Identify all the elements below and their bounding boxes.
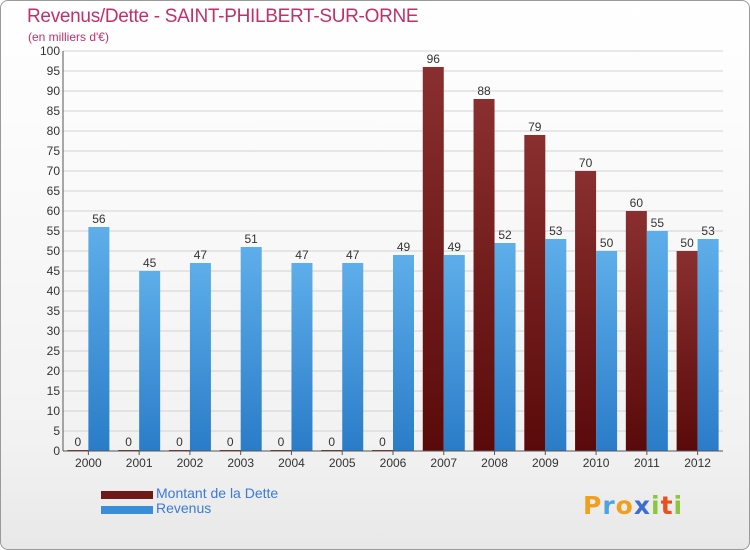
y-tick-label: 25 <box>47 344 61 358</box>
y-tick-label: 75 <box>47 144 61 158</box>
x-tick-label: 2011 <box>634 456 660 470</box>
data-label-revenus: 47 <box>346 248 360 262</box>
data-label-dette: 0 <box>379 435 386 449</box>
y-tick-label: 90 <box>47 84 61 98</box>
data-label-revenus: 47 <box>194 248 208 262</box>
bar-revenus <box>342 263 364 451</box>
y-tick-label: 40 <box>47 284 61 298</box>
y-tick-label: 5 <box>53 424 60 438</box>
x-tick-label: 2007 <box>430 456 457 470</box>
legend-label-revenus: Revenus <box>156 500 212 516</box>
bar-dette <box>422 67 444 451</box>
data-label-revenus: 51 <box>245 232 259 246</box>
bar-revenus <box>189 263 211 451</box>
bar-revenus <box>545 239 567 451</box>
x-tick-label: 2006 <box>380 456 407 470</box>
data-label-dette: 70 <box>579 156 593 170</box>
data-label-dette: 50 <box>680 236 694 250</box>
chart-subtitle: (en milliers d'€) <box>28 30 109 44</box>
x-tick-label: 2001 <box>126 456 153 470</box>
data-label-revenus: 52 <box>498 228 512 242</box>
bar-revenus <box>291 263 313 451</box>
y-tick-label: 50 <box>47 244 61 258</box>
bar-dette <box>676 251 698 451</box>
data-label-dette: 0 <box>176 435 183 449</box>
bar-revenus <box>443 255 465 451</box>
data-label-revenus: 49 <box>448 240 462 254</box>
chart-title: Revenus/Dette - SAINT-PHILBERT-SUR-ORNE <box>27 6 419 27</box>
legend-swatch-dette <box>101 491 153 499</box>
x-tick-label: 2000 <box>75 456 102 470</box>
data-label-revenus: 55 <box>651 216 665 230</box>
bar-revenus <box>139 271 161 451</box>
y-tick-label: 20 <box>47 364 61 378</box>
bar-revenus <box>646 231 668 451</box>
y-tick-label: 70 <box>47 164 61 178</box>
y-tick-label: 15 <box>47 384 61 398</box>
data-label-revenus: 45 <box>143 256 157 270</box>
x-tick-label: 2009 <box>532 456 559 470</box>
x-tick-label: 2002 <box>177 456 204 470</box>
data-label-revenus: 56 <box>92 212 106 226</box>
data-label-revenus: 50 <box>600 236 614 250</box>
bar-revenus <box>240 247 262 451</box>
y-tick-label: 30 <box>47 324 61 338</box>
bar-revenus <box>393 255 414 451</box>
bar-dette <box>575 171 597 451</box>
bar-revenus <box>494 243 516 451</box>
data-label-dette: 0 <box>328 435 335 449</box>
data-label-revenus: 53 <box>701 224 715 238</box>
y-tick-label: 95 <box>47 64 61 78</box>
data-label-dette: 0 <box>227 435 234 449</box>
x-tick-label: 2012 <box>684 456 711 470</box>
y-tick-label: 85 <box>47 104 61 118</box>
y-tick-label: 10 <box>47 404 61 418</box>
bar-revenus <box>88 227 110 451</box>
data-label-revenus: 49 <box>397 240 411 254</box>
y-tick-label: 35 <box>47 304 61 318</box>
data-label-dette: 60 <box>630 196 644 210</box>
y-tick-label: 80 <box>47 124 61 138</box>
x-tick-label: 2005 <box>329 456 356 470</box>
bar-dette <box>524 135 546 451</box>
proxiti-logo: Proxiti <box>583 491 684 520</box>
data-label-dette: 96 <box>427 52 441 66</box>
bar-revenus <box>697 239 719 451</box>
data-label-dette: 79 <box>528 120 542 134</box>
bar-dette <box>625 211 647 451</box>
legend-swatch-revenus <box>101 506 153 514</box>
data-label-revenus: 53 <box>549 224 563 238</box>
bar-revenus <box>596 251 618 451</box>
data-label-dette: 0 <box>278 435 285 449</box>
y-tick-label: 60 <box>47 204 61 218</box>
x-tick-label: 2004 <box>278 456 305 470</box>
data-label-dette: 88 <box>477 84 491 98</box>
data-label-revenus: 47 <box>295 248 309 262</box>
y-tick-label: 55 <box>47 224 61 238</box>
y-tick-label: 0 <box>53 444 60 458</box>
x-tick-label: 2008 <box>481 456 508 470</box>
data-label-dette: 0 <box>125 435 132 449</box>
y-tick-label: 45 <box>47 264 61 278</box>
legend-label-dette: Montant de la Dette <box>156 485 279 501</box>
y-tick-label: 100 <box>40 44 60 58</box>
y-tick-label: 65 <box>47 184 61 198</box>
x-tick-label: 2010 <box>583 456 610 470</box>
bar-dette <box>473 99 495 451</box>
data-label-dette: 0 <box>75 435 82 449</box>
x-tick-label: 2003 <box>227 456 254 470</box>
